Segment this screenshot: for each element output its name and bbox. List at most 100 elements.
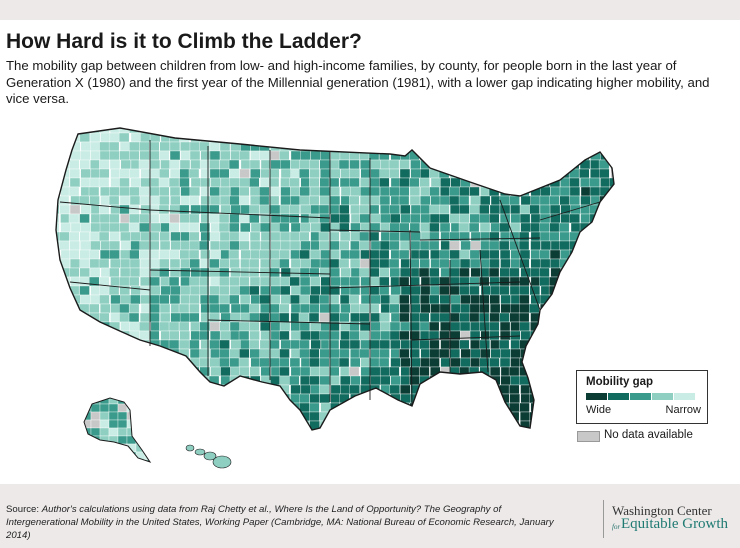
county-cell xyxy=(320,168,331,179)
us-county-map xyxy=(0,110,740,484)
county-cell xyxy=(117,403,128,413)
county-cell xyxy=(580,285,592,296)
county-cell xyxy=(199,159,211,170)
county-cell xyxy=(149,402,161,413)
county-cell xyxy=(250,357,261,368)
county-cell xyxy=(279,150,290,161)
county-cell xyxy=(109,366,120,377)
county-cell xyxy=(68,186,80,197)
county-cell xyxy=(169,411,180,422)
county-cell xyxy=(339,240,350,251)
county-cell xyxy=(179,204,190,215)
county-cell xyxy=(139,249,150,260)
county-cell xyxy=(569,186,581,197)
county-cell xyxy=(449,267,460,278)
county-cell xyxy=(570,312,581,323)
county-cell xyxy=(228,159,240,170)
legend-narrow-label: Narrow xyxy=(665,404,701,416)
county-cell xyxy=(209,132,221,143)
county-cell xyxy=(400,213,411,224)
county-cell xyxy=(99,168,110,179)
county-cell xyxy=(269,348,281,359)
county-cell xyxy=(118,366,130,377)
county-cell xyxy=(440,128,451,134)
county-cell xyxy=(580,177,591,188)
county-cell xyxy=(189,348,201,359)
county-cell xyxy=(399,240,411,251)
hawaii-island xyxy=(185,444,195,452)
county-cell xyxy=(450,439,460,448)
county-cell xyxy=(99,443,110,453)
county-cell xyxy=(160,222,171,233)
county-cell xyxy=(189,186,201,197)
hawaii-island xyxy=(212,455,232,469)
county-cell xyxy=(419,402,431,413)
county-cell xyxy=(140,402,151,413)
county-cell xyxy=(119,375,130,386)
county-cell xyxy=(439,420,451,430)
county-cell xyxy=(530,213,542,224)
county-cell xyxy=(51,439,61,448)
county-cell xyxy=(399,222,410,233)
county-cell xyxy=(600,303,611,314)
county-cell xyxy=(589,177,600,188)
county-cell xyxy=(298,312,310,323)
county-cell xyxy=(498,402,510,413)
county-cell xyxy=(590,141,602,152)
county-cell xyxy=(89,357,101,368)
county-cell xyxy=(519,150,530,161)
county-cell xyxy=(489,213,500,224)
county-cell xyxy=(109,186,120,197)
county-cell xyxy=(109,357,121,368)
county-cell xyxy=(399,330,410,341)
county-cell xyxy=(200,231,211,242)
county-cell xyxy=(609,339,614,350)
county-cell xyxy=(549,348,560,359)
county-cell xyxy=(230,303,242,314)
county-cell xyxy=(499,429,511,430)
county-cell xyxy=(439,294,450,305)
county-cell xyxy=(219,195,231,206)
county-cell xyxy=(210,276,221,287)
county-cell xyxy=(278,312,290,323)
county-cell xyxy=(79,231,90,242)
county-cell xyxy=(360,366,372,377)
county-cell xyxy=(419,177,430,188)
county-cell xyxy=(290,159,301,170)
county-cell xyxy=(390,128,401,134)
county-cell xyxy=(200,258,211,269)
county-cell xyxy=(469,439,479,448)
county-cell xyxy=(60,439,70,448)
county-cell xyxy=(117,398,128,405)
county-cell xyxy=(109,213,120,224)
county-cell xyxy=(370,420,381,430)
county-cell xyxy=(56,366,61,377)
county-cell xyxy=(149,312,160,323)
county-cell xyxy=(158,348,170,359)
county-cell xyxy=(430,402,441,413)
county-cell xyxy=(130,366,141,377)
county-cell xyxy=(269,132,280,143)
county-cell xyxy=(459,276,470,287)
county-cell xyxy=(409,195,421,206)
county-cell xyxy=(570,330,581,341)
legend-swatch-1 xyxy=(586,393,607,400)
county-cell xyxy=(449,249,461,260)
brand-line-2: Equitable Growth xyxy=(621,516,729,532)
county-cell xyxy=(148,213,160,224)
county-cell xyxy=(188,222,200,233)
legend-swatch-2 xyxy=(608,393,629,400)
county-cell xyxy=(200,339,211,350)
county-cell xyxy=(440,321,451,332)
county-cell xyxy=(159,321,170,332)
county-cell xyxy=(469,393,481,404)
county-cell xyxy=(339,177,351,188)
county-cell xyxy=(350,132,361,143)
county-cell xyxy=(508,366,520,377)
county-cell xyxy=(579,276,590,287)
county-cell xyxy=(239,294,251,305)
county-cell xyxy=(319,312,330,323)
county-cell xyxy=(509,285,521,296)
county-cell xyxy=(549,258,561,269)
county-cell xyxy=(360,177,371,188)
